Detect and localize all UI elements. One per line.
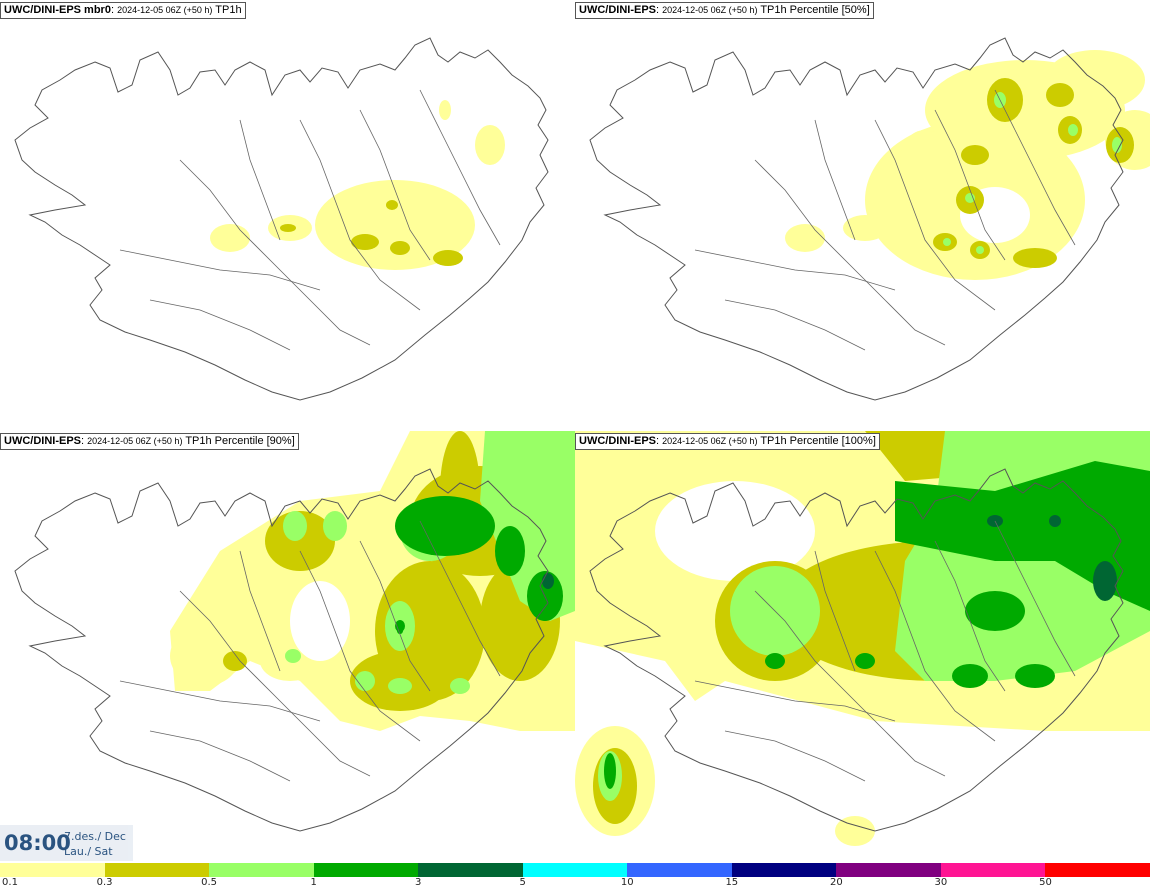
legend-label: 20	[829, 877, 843, 888]
valid-time-box: 08:00 7.des./ Dec Lau./ Sat	[0, 825, 133, 861]
model-name: UWC/DINI-EPS	[579, 435, 656, 447]
legend-swatch	[0, 863, 105, 877]
map-panel-p90: UWC/DINI-EPS: 2024-12-05 06Z (+50 h) TP1…	[0, 431, 575, 862]
legend-label: 15	[725, 877, 739, 888]
precip-map	[14, 431, 575, 832]
legend-swatch	[418, 863, 523, 877]
legend-swatch	[522, 863, 628, 877]
legend-labels: 0.1 0.3 0.5 1 3 5 10 15 20 30 50	[0, 877, 1150, 891]
run-time: 2024-12-05 06Z (+50 h)	[117, 5, 213, 15]
panel-title: UWC/DINI-EPS mbr0: 2024-12-05 06Z (+50 h…	[0, 2, 246, 19]
panel-title: UWC/DINI-EPS: 2024-12-05 06Z (+50 h) TP1…	[575, 433, 880, 450]
model-name: UWC/DINI-EPS	[4, 435, 81, 447]
legend-label: 0.5	[201, 877, 218, 888]
legend-swatch	[313, 863, 419, 877]
valid-time: 08:00	[4, 831, 71, 855]
valid-date-line1: 7.des./ Dec	[64, 830, 126, 843]
run-time: 2024-12-05 06Z (+50 h)	[662, 436, 758, 446]
legend-swatch	[836, 863, 941, 877]
precip-map	[589, 37, 1150, 401]
legend-label: 5	[519, 877, 526, 888]
legend-swatch	[1045, 863, 1150, 877]
legend-label: 10	[620, 877, 634, 888]
model-name: UWC/DINI-EPS mbr0	[4, 4, 111, 16]
panel-title: UWC/DINI-EPS: 2024-12-05 06Z (+50 h) TP1…	[575, 2, 874, 19]
field-name: TP1h Percentile [90%]	[185, 435, 295, 447]
legend-label: 50	[1039, 877, 1052, 888]
legend-label: 1	[310, 877, 317, 888]
color-legend	[0, 863, 1150, 877]
panel-title: UWC/DINI-EPS: 2024-12-05 06Z (+50 h) TP1…	[0, 433, 299, 450]
model-name: UWC/DINI-EPS	[579, 4, 656, 16]
precip-map	[14, 37, 549, 401]
field-name: TP1h Percentile [50%]	[760, 4, 870, 16]
map-panel-p50: UWC/DINI-EPS: 2024-12-05 06Z (+50 h) TP1…	[575, 0, 1150, 431]
map-panel-p100: UWC/DINI-EPS: 2024-12-05 06Z (+50 h) TP1…	[575, 431, 1150, 862]
legend-swatch	[627, 863, 732, 877]
legend-swatch	[104, 863, 210, 877]
legend-swatch	[209, 863, 314, 877]
field-name: TP1h	[215, 4, 242, 16]
legend-label: 0.1	[2, 877, 18, 888]
run-time: 2024-12-05 06Z (+50 h)	[87, 436, 183, 446]
legend-label: 30	[934, 877, 948, 888]
legend-swatch	[940, 863, 1046, 877]
map-panel-mbr0: UWC/DINI-EPS mbr0: 2024-12-05 06Z (+50 h…	[0, 0, 575, 431]
run-time: 2024-12-05 06Z (+50 h)	[662, 5, 758, 15]
legend-swatch	[731, 863, 837, 877]
valid-date-line2: Lau./ Sat	[64, 845, 113, 858]
precip-map	[575, 431, 1150, 846]
field-name: TP1h Percentile [100%]	[760, 435, 876, 447]
legend-label: 0.3	[96, 877, 113, 888]
legend-label: 3	[414, 877, 422, 888]
